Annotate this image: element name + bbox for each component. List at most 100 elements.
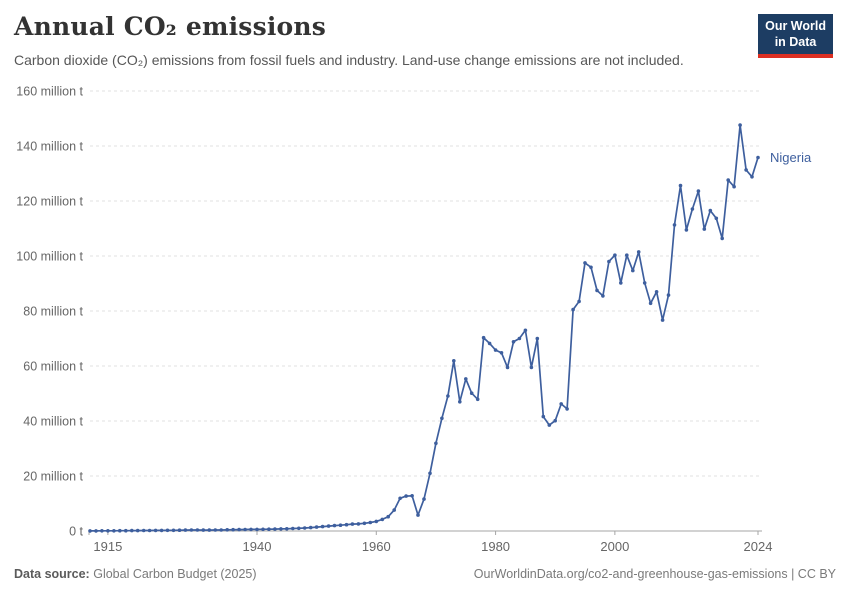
data-point-marker[interactable]: [505, 365, 510, 370]
data-point-marker[interactable]: [279, 527, 283, 531]
data-point-marker[interactable]: [165, 528, 170, 533]
data-point-marker[interactable]: [297, 526, 301, 531]
data-point-marker[interactable]: [642, 281, 647, 285]
data-point-marker[interactable]: [261, 527, 265, 532]
data-point-marker[interactable]: [636, 250, 641, 254]
data-point-marker[interactable]: [386, 514, 391, 519]
data-point-marker[interactable]: [684, 228, 689, 232]
data-point-marker[interactable]: [380, 517, 385, 522]
data-point-marker[interactable]: [130, 528, 134, 533]
data-point-marker[interactable]: [189, 528, 194, 532]
data-point-marker[interactable]: [213, 528, 218, 532]
data-point-marker[interactable]: [744, 168, 748, 172]
data-point-marker[interactable]: [112, 529, 116, 533]
data-point-marker[interactable]: [302, 526, 307, 530]
data-point-marker[interactable]: [177, 528, 182, 532]
data-point-marker[interactable]: [511, 340, 516, 344]
data-point-marker[interactable]: [207, 528, 212, 532]
data-point-marker[interactable]: [159, 528, 164, 533]
data-point-marker[interactable]: [589, 265, 593, 270]
data-point-marker[interactable]: [541, 414, 546, 419]
data-point-marker[interactable]: [237, 527, 241, 532]
data-point-marker[interactable]: [135, 528, 140, 533]
data-point-marker[interactable]: [469, 391, 474, 396]
data-point-marker[interactable]: [601, 294, 605, 298]
data-point-marker[interactable]: [607, 259, 611, 264]
data-point-marker[interactable]: [535, 336, 540, 341]
data-point-marker[interactable]: [559, 402, 563, 406]
data-point-marker[interactable]: [690, 207, 695, 211]
data-point-marker[interactable]: [571, 307, 575, 312]
data-point-marker[interactable]: [553, 418, 557, 423]
data-point-marker[interactable]: [350, 522, 355, 526]
data-point-marker[interactable]: [392, 508, 397, 512]
data-point-marker[interactable]: [344, 522, 349, 527]
data-point-marker[interactable]: [124, 528, 128, 533]
data-point-marker[interactable]: [619, 281, 623, 285]
data-point-marker[interactable]: [225, 528, 229, 532]
data-point-marker[interactable]: [452, 359, 456, 363]
data-point-marker[interactable]: [547, 423, 552, 427]
data-point-marker[interactable]: [195, 528, 200, 532]
data-point-marker[interactable]: [326, 524, 331, 528]
data-point-marker[interactable]: [338, 523, 343, 527]
data-point-marker[interactable]: [231, 527, 235, 532]
data-point-marker[interactable]: [404, 494, 408, 498]
data-point-marker[interactable]: [732, 184, 736, 189]
data-point-marker[interactable]: [416, 513, 420, 517]
data-point-marker[interactable]: [672, 223, 677, 227]
data-point-marker[interactable]: [529, 365, 534, 370]
data-point-marker[interactable]: [410, 494, 414, 498]
data-point-marker[interactable]: [458, 400, 462, 404]
data-point-marker[interactable]: [696, 189, 701, 193]
data-point-marker[interactable]: [255, 527, 259, 532]
data-point-marker[interactable]: [201, 528, 206, 532]
data-point-marker[interactable]: [374, 519, 379, 524]
data-point-marker[interactable]: [464, 377, 468, 381]
data-point-marker[interactable]: [428, 471, 432, 476]
data-point-marker[interactable]: [678, 183, 683, 188]
data-point-marker[interactable]: [726, 178, 730, 182]
data-point-marker[interactable]: [654, 290, 659, 294]
data-point-marker[interactable]: [249, 527, 253, 532]
data-point-marker[interactable]: [88, 529, 92, 533]
series-label-nigeria[interactable]: Nigeria: [770, 150, 812, 165]
data-point-marker[interactable]: [356, 522, 361, 526]
data-point-marker[interactable]: [141, 528, 146, 533]
data-point-marker[interactable]: [702, 227, 707, 231]
data-source-value[interactable]: Global Carbon Budget (2025): [93, 567, 257, 581]
data-point-marker[interactable]: [291, 526, 295, 531]
data-point-marker[interactable]: [243, 527, 247, 532]
data-point-marker[interactable]: [493, 348, 498, 352]
data-point-marker[interactable]: [756, 155, 760, 160]
data-point-marker[interactable]: [171, 528, 176, 533]
data-point-marker[interactable]: [94, 529, 98, 533]
data-point-marker[interactable]: [750, 175, 754, 179]
data-point-marker[interactable]: [368, 520, 373, 525]
data-point-marker[interactable]: [219, 528, 223, 532]
data-point-marker[interactable]: [440, 416, 444, 421]
data-point-marker[interactable]: [487, 341, 492, 346]
data-point-marker[interactable]: [267, 527, 271, 531]
data-point-marker[interactable]: [714, 216, 719, 221]
data-point-marker[interactable]: [648, 301, 653, 306]
data-point-marker[interactable]: [475, 397, 480, 402]
data-point-marker[interactable]: [631, 268, 635, 273]
data-point-marker[interactable]: [285, 527, 289, 531]
data-point-marker[interactable]: [362, 521, 367, 526]
data-point-marker[interactable]: [565, 407, 569, 411]
data-point-marker[interactable]: [738, 123, 742, 127]
data-point-marker[interactable]: [100, 529, 104, 533]
data-point-marker[interactable]: [273, 527, 277, 531]
data-point-marker[interactable]: [147, 528, 152, 533]
data-point-marker[interactable]: [434, 441, 438, 446]
data-point-marker[interactable]: [499, 351, 504, 355]
data-point-marker[interactable]: [720, 236, 724, 241]
data-point-marker[interactable]: [398, 496, 402, 501]
data-point-marker[interactable]: [106, 529, 110, 533]
data-point-marker[interactable]: [625, 253, 629, 257]
data-point-marker[interactable]: [320, 524, 325, 529]
owid-logo[interactable]: Our World in Data: [758, 14, 833, 58]
data-point-marker[interactable]: [422, 497, 426, 501]
data-point-marker[interactable]: [660, 318, 665, 322]
